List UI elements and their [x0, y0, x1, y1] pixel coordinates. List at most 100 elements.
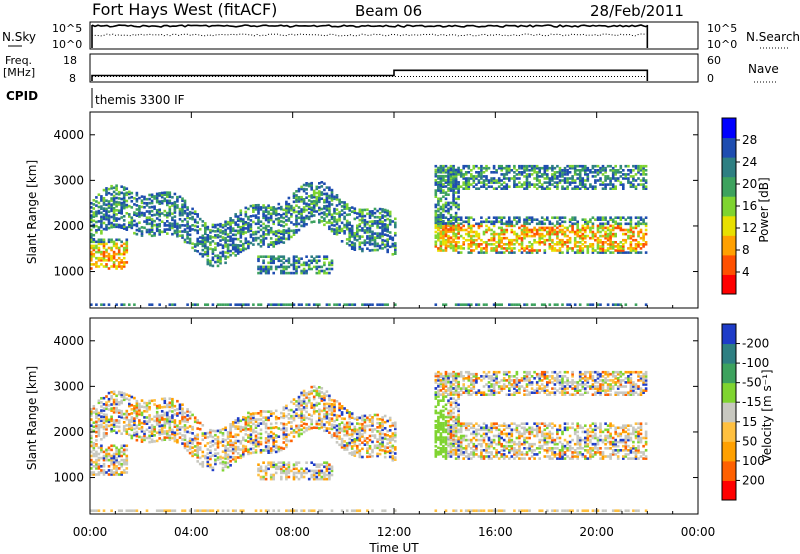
- heatmap-cell: [160, 424, 164, 427]
- heatmap-cell: [186, 214, 189, 217]
- heatmap-cell: [168, 195, 172, 199]
- heatmap-cell: [573, 236, 577, 240]
- heatmap-cell: [95, 430, 98, 434]
- heatmap-cell: [523, 303, 526, 306]
- heatmap-cell: [257, 473, 260, 477]
- heatmap-cell: [297, 303, 301, 306]
- heatmap-cell: [338, 303, 341, 306]
- heatmap-cell: [356, 232, 359, 236]
- heatmap-cell: [561, 185, 564, 188]
- heatmap-cell: [191, 228, 194, 231]
- heatmap-cell: [155, 413, 159, 416]
- heatmap-cell: [117, 197, 121, 200]
- heatmap-cell: [538, 166, 541, 170]
- heatmap-cell: [300, 475, 303, 479]
- heatmap-cell: [206, 460, 210, 464]
- heatmap-cell: [267, 216, 270, 220]
- heatmap-cell: [637, 241, 640, 244]
- heatmap-cell: [257, 444, 260, 448]
- heatmap-cell: [122, 444, 126, 448]
- heatmap-cell: [335, 232, 339, 236]
- heatmap-cell: [548, 177, 552, 180]
- heatmap-cell: [591, 224, 595, 228]
- heatmap-cell: [153, 403, 156, 406]
- heatmap-cell: [310, 420, 313, 424]
- heatmap-cell: [302, 220, 306, 224]
- heatmap-cell: [277, 257, 281, 260]
- heatmap-cell: [556, 185, 559, 188]
- heatmap-cell: [193, 434, 197, 438]
- heatmap-cell: [578, 247, 582, 250]
- heatmap-cell: [361, 229, 364, 232]
- heatmap-cell: [558, 224, 562, 228]
- heatmap-cell: [573, 187, 577, 190]
- heatmap-cell: [280, 216, 283, 219]
- nsearch-tick-bottom: 10^0: [707, 38, 737, 51]
- heatmap-cell: [252, 210, 255, 213]
- heatmap-cell: [629, 226, 633, 230]
- heatmap-cell: [523, 222, 526, 226]
- heatmap-cell: [599, 171, 602, 174]
- heatmap-cell: [378, 234, 382, 238]
- heatmap-cell: [231, 237, 235, 241]
- heatmap-cell: [540, 234, 544, 238]
- heatmap-cell: [561, 169, 564, 172]
- heatmap-cell: [110, 215, 113, 219]
- heatmap-cell: [452, 232, 455, 235]
- heatmap-cell: [282, 471, 286, 475]
- heatmap-cell: [376, 242, 379, 246]
- heatmap-cell: [178, 213, 182, 217]
- heatmap-cell: [259, 440, 263, 444]
- heatmap-cell: [95, 467, 98, 470]
- heatmap-cell: [444, 303, 448, 306]
- heatmap-cell: [383, 303, 387, 306]
- heatmap-cell: [216, 235, 220, 239]
- heatmap-cell: [611, 185, 615, 188]
- heatmap-cell: [216, 452, 220, 455]
- heatmap-cell: [318, 269, 321, 273]
- heatmap-cell: [188, 414, 192, 418]
- heatmap-cell: [155, 211, 159, 214]
- heatmap-cell: [457, 183, 460, 186]
- heatmap-cell: [642, 169, 645, 172]
- heatmap-cell: [518, 236, 521, 240]
- heatmap-cell: [140, 195, 144, 198]
- heatmap-cell: [340, 429, 344, 433]
- heatmap-cell: [166, 413, 169, 417]
- heatmap-cell: [599, 303, 602, 306]
- heatmap-cell: [480, 166, 483, 170]
- heatmap-cell: [505, 224, 509, 228]
- heatmap-cell: [259, 432, 263, 436]
- heatmap-cell: [247, 423, 250, 427]
- heatmap-cell: [140, 440, 144, 443]
- heatmap-cell: [140, 405, 144, 408]
- heatmap-cell: [133, 405, 136, 408]
- heatmap-cell: [171, 212, 174, 215]
- heatmap-cell: [350, 231, 354, 234]
- heatmap-cell: [143, 422, 146, 425]
- heatmap-cell: [143, 438, 146, 442]
- heatmap-cell: [102, 435, 106, 439]
- heatmap-cell: [97, 424, 101, 427]
- heatmap-cell: [528, 216, 531, 219]
- heatmap-cell: [535, 241, 539, 244]
- heatmap-cell: [373, 248, 377, 252]
- heatmap-cell: [290, 439, 293, 443]
- heatmap-cell: [117, 392, 121, 396]
- heatmap-cell: [500, 245, 503, 248]
- heatmap-cell: [242, 426, 245, 429]
- heatmap-cell: [343, 211, 346, 215]
- heatmap-cell: [92, 471, 96, 474]
- heatmap-cell: [307, 259, 311, 263]
- heatmap-cell: [530, 169, 534, 172]
- heatmap-cell: [568, 241, 572, 244]
- heatmap-cell: [242, 218, 245, 221]
- heatmap-cell: [211, 258, 215, 262]
- heatmap-cell: [226, 449, 230, 452]
- heatmap-cell: [492, 164, 496, 168]
- heatmap-cell: [97, 428, 101, 431]
- heatmap-cell: [204, 444, 207, 448]
- heatmap-cell: [115, 259, 118, 262]
- heatmap-cell: [358, 237, 362, 240]
- heatmap-cell: [353, 242, 357, 245]
